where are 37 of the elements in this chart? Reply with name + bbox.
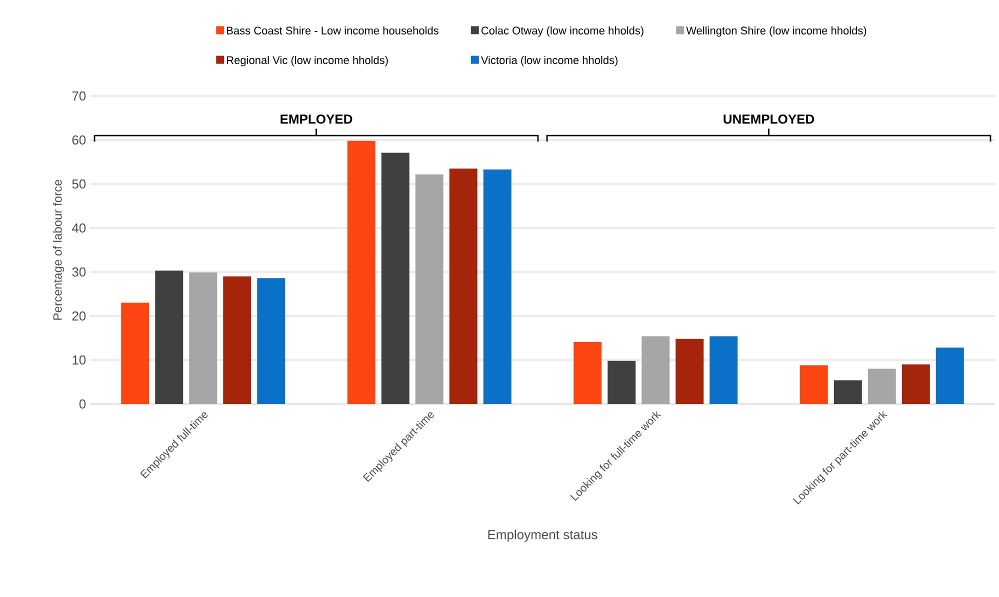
legend-label: Victoria (low income hholds)	[480, 56, 618, 66]
legend-label: Colac Otway (low income hholds)	[481, 26, 644, 37]
bar	[155, 270, 184, 404]
annotation: EMPLOYED	[280, 114, 352, 124]
bar	[223, 276, 252, 404]
bar	[800, 365, 828, 404]
bar	[710, 336, 738, 404]
y-tick-label: 50	[72, 179, 86, 189]
bar	[868, 368, 896, 404]
annotation: UNEMPLOYED	[724, 114, 814, 124]
y-tick-label: 30	[72, 267, 86, 277]
y-tick-label: 60	[72, 135, 86, 145]
bar	[189, 272, 218, 404]
bar	[936, 348, 964, 404]
y-axis-title: Percentage of labour force	[52, 180, 64, 320]
bar	[902, 364, 930, 404]
x-axis-title: Employment status	[488, 530, 598, 542]
y-tick-label: 10	[72, 355, 86, 365]
bar	[381, 152, 410, 404]
y-tick-label: 70	[72, 91, 86, 101]
y-tick-label: 40	[72, 223, 86, 233]
bar	[642, 336, 670, 404]
bar	[834, 380, 862, 404]
y-tick-label: 20	[72, 311, 86, 321]
y-tick-label: 0	[79, 399, 86, 409]
bar	[574, 342, 602, 404]
legend-label: Regional Vic (low income hholds)	[227, 56, 388, 66]
bar	[676, 338, 704, 404]
bar	[257, 278, 286, 404]
legend-label: Bass Coast Shire - Low income households	[227, 26, 438, 34]
bar	[608, 360, 636, 404]
bar	[347, 140, 376, 404]
bar	[415, 174, 444, 404]
bar	[121, 302, 150, 404]
legend-label: Wellington Shire (low income hholds)	[686, 26, 866, 37]
bar	[449, 168, 478, 404]
bar	[483, 169, 512, 404]
